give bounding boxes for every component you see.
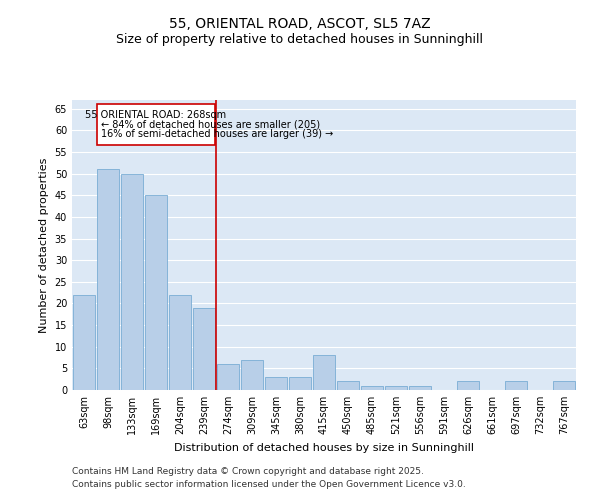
X-axis label: Distribution of detached houses by size in Sunninghill: Distribution of detached houses by size … (174, 442, 474, 452)
Bar (265, 377, 287, 390)
Text: Contains public sector information licensed under the Open Government Licence v3: Contains public sector information licen… (72, 480, 466, 489)
Text: 55 ORIENTAL ROAD: 268sqm: 55 ORIENTAL ROAD: 268sqm (85, 110, 227, 120)
Bar (313, 356, 335, 390)
Bar (169, 295, 191, 390)
Bar (193, 308, 215, 390)
Bar (553, 382, 575, 390)
Bar (97, 170, 119, 390)
Bar (73, 295, 95, 390)
Bar (217, 364, 239, 390)
Bar (241, 360, 263, 390)
Bar (145, 195, 167, 390)
Text: Size of property relative to detached houses in Sunninghill: Size of property relative to detached ho… (116, 32, 484, 46)
Bar (289, 377, 311, 390)
Bar (361, 386, 383, 390)
Bar (385, 386, 407, 390)
Text: Contains HM Land Registry data © Crown copyright and database right 2025.: Contains HM Land Registry data © Crown c… (72, 467, 424, 476)
FancyBboxPatch shape (97, 104, 215, 146)
Y-axis label: Number of detached properties: Number of detached properties (39, 158, 49, 332)
Text: ← 84% of detached houses are smaller (205): ← 84% of detached houses are smaller (20… (101, 120, 320, 130)
Bar (121, 174, 143, 390)
Bar (505, 382, 527, 390)
Bar (337, 382, 359, 390)
Bar (409, 386, 431, 390)
Bar (457, 382, 479, 390)
Text: 55, ORIENTAL ROAD, ASCOT, SL5 7AZ: 55, ORIENTAL ROAD, ASCOT, SL5 7AZ (169, 18, 431, 32)
Text: 16% of semi-detached houses are larger (39) →: 16% of semi-detached houses are larger (… (101, 130, 333, 140)
